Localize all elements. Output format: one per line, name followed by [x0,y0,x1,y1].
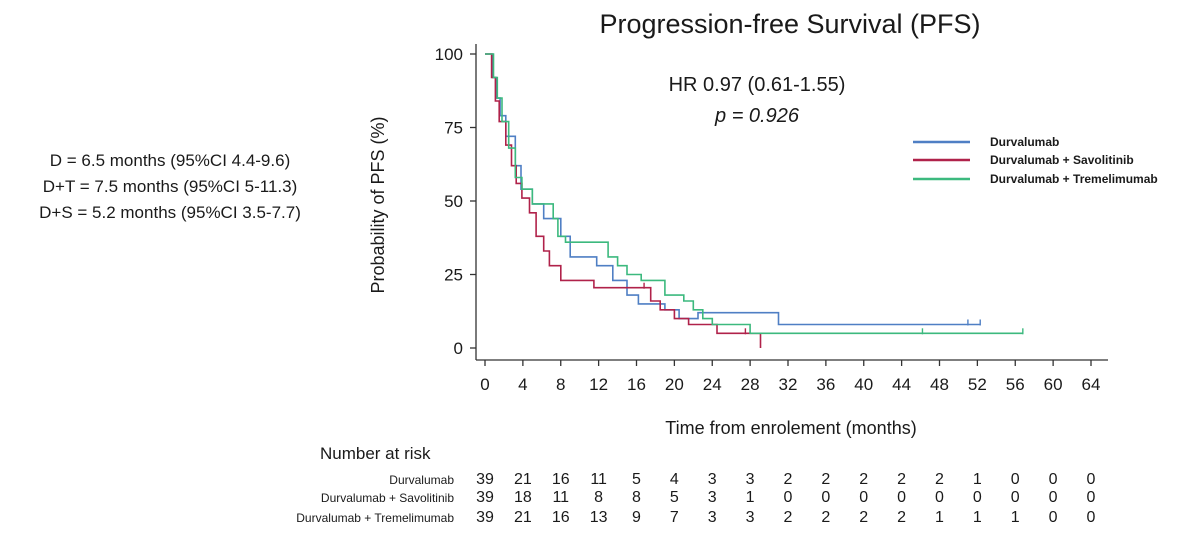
at-risk-value-durvalumab-savolitinib-64: 0 [1087,489,1096,506]
at-risk-label-savolitinib: Durvalumab + Savolitinib [321,491,454,505]
at-risk-value-durvalumab-64: 0 [1087,471,1096,488]
y-axis-label: Probability of PFS (%) [368,116,388,293]
at-risk-value-durvalumab-tremelimumab-20: 7 [670,509,679,526]
x-tick-label-16: 16 [627,375,646,394]
at-risk-value-durvalumab-tremelimumab-44: 2 [897,509,906,526]
x-axis-label: Time from enrolement (months) [665,418,916,438]
at-risk-value-durvalumab-tremelimumab-12: 13 [590,509,608,526]
x-tick-label-48: 48 [930,375,949,394]
plot-axes [475,44,1108,361]
at-risk-value-durvalumab-tremelimumab-0: 39 [476,509,494,526]
x-tick-label-28: 28 [741,375,760,394]
y-tick-label-75: 75 [444,119,463,138]
at-risk-value-durvalumab-tremelimumab-28: 3 [746,509,755,526]
series-line-durvalumab-tremelimumab [485,53,1023,335]
at-risk-value-durvalumab-28: 3 [746,471,755,488]
at-risk-value-durvalumab-savolitinib-24: 3 [708,489,717,506]
chart-title: Progression-free Survival (PFS) [599,9,980,39]
at-risk-value-durvalumab-savolitinib-20: 5 [670,489,679,506]
at-risk-value-durvalumab-60: 0 [1049,471,1058,488]
hr-annotation: HR 0.97 (0.61-1.55) [669,74,846,96]
at-risk-value-durvalumab-savolitinib-0: 39 [476,489,494,506]
y-tick-label-25: 25 [444,266,463,285]
at-risk-value-durvalumab-20: 4 [670,471,679,488]
x-tick-label-64: 64 [1082,375,1101,394]
at-risk-value-durvalumab-52: 1 [973,471,982,488]
at-risk-value-durvalumab-12: 11 [590,471,607,488]
y-tick-label-100: 100 [435,45,463,64]
series-line-durvalumab-savolitinib [485,53,762,348]
at-risk-value-durvalumab-savolitinib-56: 0 [1011,489,1020,506]
at-risk-value-durvalumab-tremelimumab-48: 1 [935,509,944,526]
x-tick-label-40: 40 [854,375,873,394]
at-risk-value-durvalumab-savolitinib-8: 11 [552,489,569,506]
at-risk-value-durvalumab-tremelimumab-24: 3 [708,509,717,526]
summary-line-dt: D+T = 7.5 months (95%CI 5-11.3) [42,177,298,196]
at-risk-value-durvalumab-tremelimumab-52: 1 [973,509,982,526]
at-risk-value-durvalumab-16: 5 [632,471,641,488]
at-risk-value-durvalumab-32: 2 [784,471,793,488]
at-risk-value-durvalumab-tremelimumab-36: 2 [821,509,830,526]
at-risk-value-durvalumab-tremelimumab-8: 16 [552,509,570,526]
x-tick-label-36: 36 [816,375,835,394]
at-risk-value-durvalumab-36: 2 [821,471,830,488]
series-layer [485,53,1024,348]
at-risk-value-durvalumab-savolitinib-4: 18 [514,489,532,506]
p-value-annotation: p = 0.926 [714,105,800,127]
x-ticks: 0 4 8 12 16 20 24 28 32 36 40 44 48 52 56 60 64 [480,360,1100,394]
x-tick-label-60: 60 [1044,375,1063,394]
at-risk-value-durvalumab-savolitinib-48: 0 [935,489,944,506]
x-tick-label-52: 52 [968,375,987,394]
at-risk-value-durvalumab-tremelimumab-16: 9 [632,509,641,526]
at-risk-value-durvalumab-savolitinib-40: 0 [859,489,868,506]
at-risk-label-tremelimumab: Durvalumab + Tremelimumab [296,511,454,525]
at-risk-value-durvalumab-tremelimumab-4: 21 [514,509,532,526]
x-tick-label-24: 24 [703,375,722,394]
at-risk-row-labels: Durvalumab Durvalumab + Savolitinib Durv… [296,473,454,525]
x-tick-label-4: 4 [518,375,527,394]
legend: Durvalumab Durvalumab + Savolitinib Durv… [913,135,1158,186]
at-risk-value-durvalumab-0: 39 [476,471,494,488]
at-risk-value-durvalumab-40: 2 [859,471,868,488]
x-tick-label-20: 20 [665,375,684,394]
at-risk-value-durvalumab-48: 2 [935,471,944,488]
y-tick-label-0: 0 [454,339,463,358]
at-risk-value-durvalumab-56: 0 [1011,471,1020,488]
at-risk-values: 39 21 16 11 5 4 3 3 2 2 2 2 2 1 0 0 039 18 11 8 8 5 3 1 0 0 0 0 0 0 0 0… [476,471,1095,526]
legend-label-savolitinib: Durvalumab + Savolitinib [990,153,1134,167]
at-risk-value-durvalumab-4: 21 [514,471,532,488]
at-risk-value-durvalumab-savolitinib-16: 8 [632,489,641,506]
at-risk-value-durvalumab-tremelimumab-40: 2 [859,509,868,526]
at-risk-value-durvalumab-savolitinib-36: 0 [821,489,830,506]
y-tick-label-50: 50 [444,192,463,211]
x-tick-label-44: 44 [892,375,911,394]
at-risk-value-durvalumab-tremelimumab-32: 2 [784,509,793,526]
y-ticks: 0 25 50 75 100 [435,45,476,358]
x-tick-label-8: 8 [556,375,565,394]
at-risk-value-durvalumab-savolitinib-52: 0 [973,489,982,506]
at-risk-value-durvalumab-24: 3 [708,471,717,488]
at-risk-value-durvalumab-savolitinib-44: 0 [897,489,906,506]
x-tick-label-12: 12 [589,375,608,394]
at-risk-title: Number at risk [320,444,431,463]
at-risk-value-durvalumab-savolitinib-32: 0 [784,489,793,506]
legend-label-tremelimumab: Durvalumab + Tremelimumab [990,172,1158,186]
at-risk-value-durvalumab-tremelimumab-64: 0 [1087,509,1096,526]
x-tick-label-32: 32 [779,375,798,394]
median-pfs-summary: D = 6.5 months (95%CI 4.4-9.6) D+T = 7.5… [20,148,320,226]
at-risk-value-durvalumab-tremelimumab-56: 1 [1011,509,1020,526]
summary-line-ds: D+S = 5.2 months (95%CI 3.5-7.7) [39,203,301,222]
at-risk-value-durvalumab-tremelimumab-60: 0 [1049,509,1058,526]
at-risk-value-durvalumab-savolitinib-28: 1 [746,489,755,506]
x-tick-label-0: 0 [480,375,489,394]
summary-line-d: D = 6.5 months (95%CI 4.4-9.6) [49,151,291,170]
at-risk-label-durvalumab: Durvalumab [389,473,454,487]
at-risk-value-durvalumab-savolitinib-12: 8 [594,489,603,506]
at-risk-value-durvalumab-8: 16 [552,471,570,488]
at-risk-value-durvalumab-44: 2 [897,471,906,488]
x-tick-label-56: 56 [1006,375,1025,394]
legend-label-durvalumab: Durvalumab [990,135,1059,149]
at-risk-value-durvalumab-savolitinib-60: 0 [1049,489,1058,506]
